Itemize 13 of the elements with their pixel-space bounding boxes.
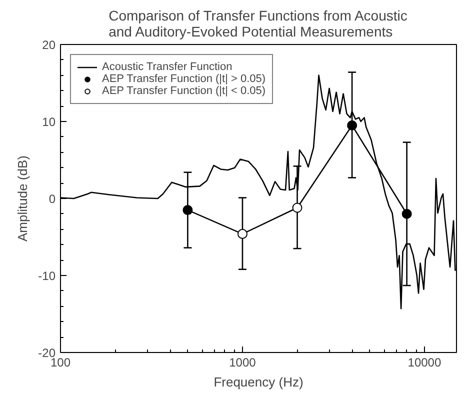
y-tick-label: 0 (48, 192, 56, 206)
chart-title: Comparison of Transfer Functions from Acoustic and Auditory-Evoked Potential Measurements (108, 8, 408, 40)
legend-label: AEP Transfer Function (|t| < 0.05) (102, 85, 266, 97)
legend-label: Acoustic Transfer Function (102, 61, 232, 73)
legend-label: AEP Transfer Function (|t| > 0.05) (102, 73, 266, 85)
x-axis-title: Frequency (Hz) (214, 374, 304, 390)
x-tick-label: 100 (50, 356, 71, 370)
y-tick-label: -10 (38, 269, 56, 283)
x-tick-label: 10000 (408, 356, 442, 370)
y-tick-label: 10 (42, 115, 56, 129)
y-tick-label: 20 (42, 38, 56, 52)
x-tick-label: 1000 (229, 356, 256, 370)
y-axis-title: Amplitude (dB) (15, 156, 30, 242)
